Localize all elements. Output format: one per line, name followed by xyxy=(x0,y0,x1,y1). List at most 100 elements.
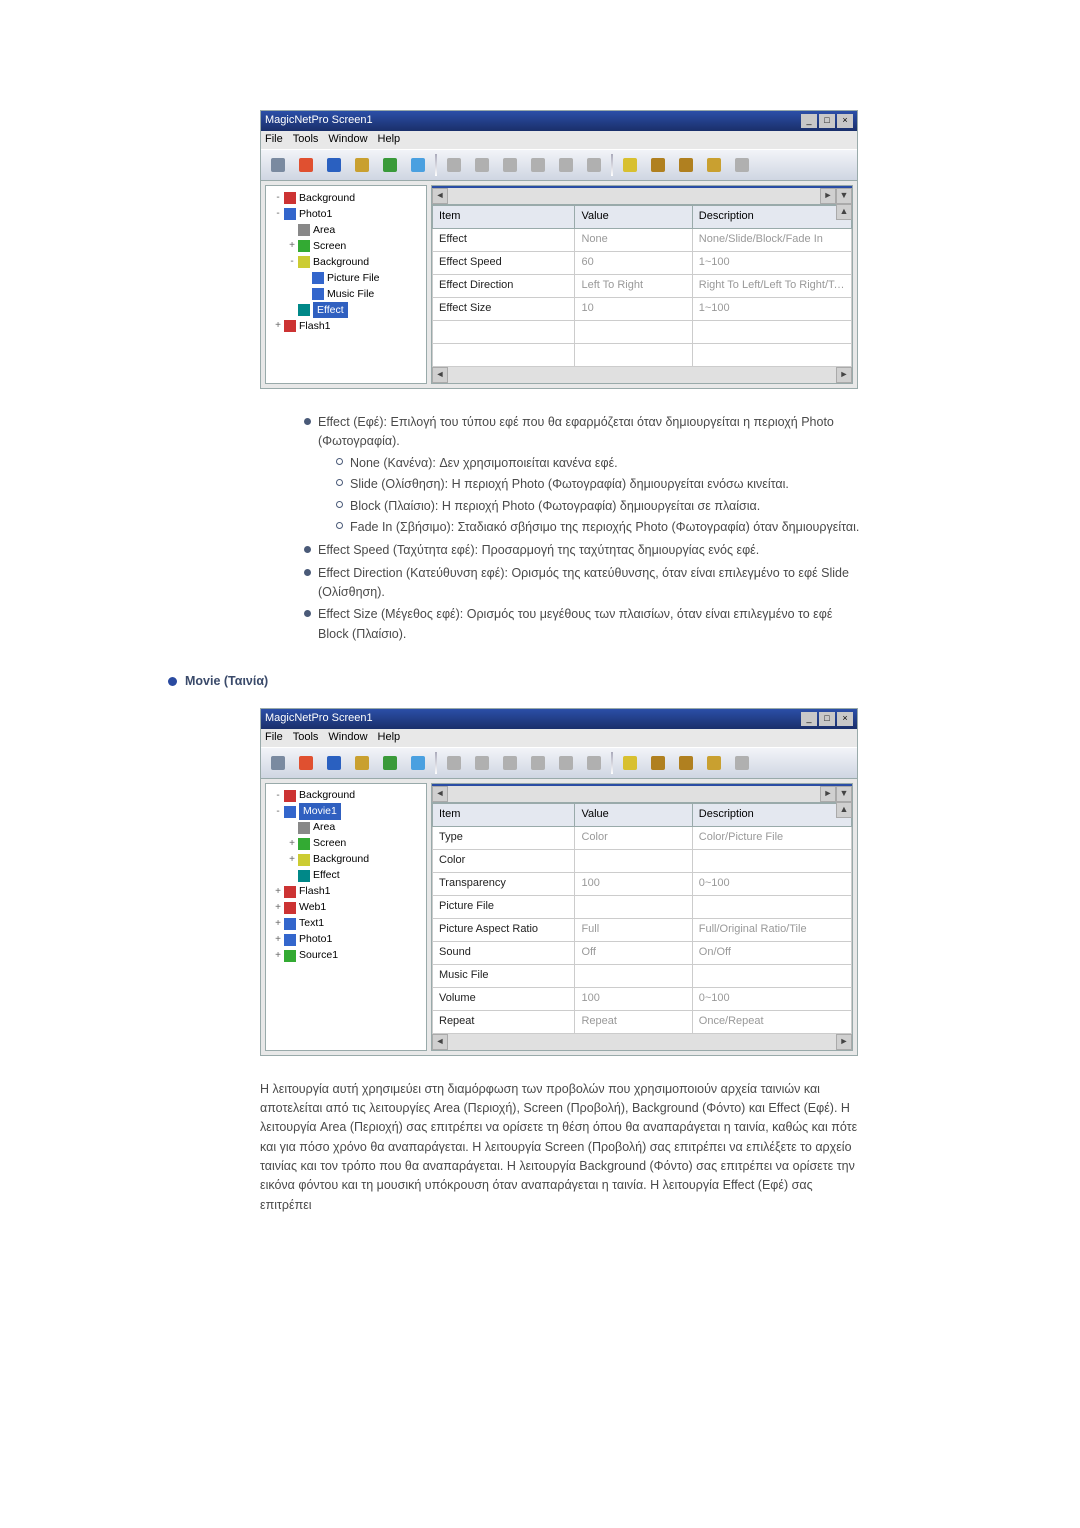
props-row[interactable]: Effect Speed601~100 xyxy=(433,252,852,275)
toolbar-button[interactable] xyxy=(527,154,549,176)
toolbar-button[interactable] xyxy=(647,752,669,774)
toolbar-button[interactable] xyxy=(471,752,493,774)
toolbar-button[interactable] xyxy=(675,752,697,774)
toolbar-button[interactable] xyxy=(295,154,317,176)
tree-label: Background xyxy=(299,190,355,206)
menu-help[interactable]: Help xyxy=(378,131,401,148)
tree-label: Flash1 xyxy=(299,318,331,334)
props-row[interactable]: Effect Size101~100 xyxy=(433,298,852,321)
menu-tools[interactable]: Tools xyxy=(293,131,319,148)
tree-item[interactable]: +Background xyxy=(268,852,424,868)
props-row[interactable]: Transparency1000~100 xyxy=(433,872,852,895)
toolbar-button[interactable] xyxy=(379,752,401,774)
menu-file[interactable]: File xyxy=(265,729,283,746)
props-row[interactable] xyxy=(433,344,852,367)
props-cell: Color xyxy=(433,849,575,872)
toolbar-button[interactable] xyxy=(675,154,697,176)
props-row[interactable]: TypeColorColor/Picture File xyxy=(433,826,852,849)
maximize-icon[interactable]: □ xyxy=(819,114,835,128)
toolbar-button[interactable] xyxy=(499,752,521,774)
props-cell: 10 xyxy=(575,298,692,321)
toolbar-button[interactable] xyxy=(583,154,605,176)
toolbar-button[interactable] xyxy=(703,154,725,176)
toolbar-button[interactable] xyxy=(295,752,317,774)
toolbar-button[interactable] xyxy=(407,752,429,774)
toolbar-button[interactable] xyxy=(555,154,577,176)
props-row[interactable]: Effect DirectionLeft To RightRight To Le… xyxy=(433,275,852,298)
tree-item[interactable]: +Web1 xyxy=(268,900,424,916)
properties-grid[interactable]: ItemValueDescriptionTypeColorColor/Pictu… xyxy=(432,802,852,1050)
titlebar: MagicNetPro Screen1 _ □ × xyxy=(261,111,857,131)
props-row[interactable]: Music File xyxy=(433,964,852,987)
tree-item[interactable]: Effect xyxy=(268,868,424,884)
props-row[interactable]: EffectNoneNone/Slide/Block/Fade In xyxy=(433,229,852,252)
props-row[interactable]: RepeatRepeatOnce/Repeat xyxy=(433,1010,852,1033)
menu-file[interactable]: File xyxy=(265,131,283,148)
tree-item[interactable]: -Background xyxy=(268,190,424,206)
tree-item[interactable]: Effect xyxy=(268,302,424,318)
toolbar-button[interactable] xyxy=(351,752,373,774)
titlebar: MagicNetPro Screen1 _ □ × xyxy=(261,709,857,729)
tree-item[interactable]: -Photo1 xyxy=(268,206,424,222)
h-scrollbar[interactable]: ◄► xyxy=(432,786,836,802)
h-scrollbar[interactable]: ◄► xyxy=(432,188,836,204)
menu-window[interactable]: Window xyxy=(328,729,367,746)
minimize-icon[interactable]: _ xyxy=(801,712,817,726)
tree-item[interactable]: Music File xyxy=(268,286,424,302)
toolbar-button[interactable] xyxy=(267,752,289,774)
props-row[interactable]: Picture File xyxy=(433,895,852,918)
toolbar-button[interactable] xyxy=(443,752,465,774)
menu-tools[interactable]: Tools xyxy=(293,729,319,746)
tree-item[interactable]: Area xyxy=(268,222,424,238)
props-cell xyxy=(692,964,851,987)
tree-item[interactable]: +Flash1 xyxy=(268,318,424,334)
toolbar-button[interactable] xyxy=(527,752,549,774)
tree-item[interactable]: -Background xyxy=(268,788,424,804)
tree-item[interactable]: Area xyxy=(268,820,424,836)
toolbar-button[interactable] xyxy=(583,752,605,774)
tree-item[interactable]: Picture File xyxy=(268,270,424,286)
toolbar-button[interactable] xyxy=(555,752,577,774)
toolbar-button[interactable] xyxy=(323,154,345,176)
toolbar-button[interactable] xyxy=(731,154,753,176)
toolbar-button[interactable] xyxy=(619,752,641,774)
toolbar-button[interactable] xyxy=(323,752,345,774)
tree-item[interactable]: +Photo1 xyxy=(268,932,424,948)
movie-description: Η λειτουργία αυτή χρησιμεύει στη διαμόρφ… xyxy=(260,1080,860,1216)
toolbar-button[interactable] xyxy=(703,752,725,774)
props-row[interactable]: Volume1000~100 xyxy=(433,987,852,1010)
tree-item[interactable]: +Screen xyxy=(268,836,424,852)
tree-item[interactable]: -Background xyxy=(268,254,424,270)
close-icon[interactable]: × xyxy=(837,114,853,128)
toolbar-button[interactable] xyxy=(619,154,641,176)
minimize-icon[interactable]: _ xyxy=(801,114,817,128)
props-row[interactable]: Picture Aspect RatioFullFull/Original Ra… xyxy=(433,918,852,941)
toolbar-button[interactable] xyxy=(647,154,669,176)
props-row[interactable]: SoundOffOn/Off xyxy=(433,941,852,964)
toolbar-button[interactable] xyxy=(407,154,429,176)
tree-item[interactable]: +Screen xyxy=(268,238,424,254)
menu-window[interactable]: Window xyxy=(328,131,367,148)
props-cell: 1~100 xyxy=(692,252,851,275)
props-row[interactable]: Color xyxy=(433,849,852,872)
tree-item[interactable]: +Flash1 xyxy=(268,884,424,900)
sidebar-tree[interactable]: -Background-Photo1Area+Screen-Background… xyxy=(265,185,427,384)
props-cell xyxy=(575,849,692,872)
toolbar-button[interactable] xyxy=(471,154,493,176)
tree-item[interactable]: +Source1 xyxy=(268,948,424,964)
menu-help[interactable]: Help xyxy=(378,729,401,746)
toolbar-button[interactable] xyxy=(443,154,465,176)
tree-icon xyxy=(284,902,296,914)
toolbar-button[interactable] xyxy=(267,154,289,176)
toolbar-button[interactable] xyxy=(731,752,753,774)
maximize-icon[interactable]: □ xyxy=(819,712,835,726)
tree-item[interactable]: +Text1 xyxy=(268,916,424,932)
close-icon[interactable]: × xyxy=(837,712,853,726)
sidebar-tree[interactable]: -Background-Movie1Area+Screen+Background… xyxy=(265,783,427,1051)
props-row[interactable] xyxy=(433,321,852,344)
tree-item[interactable]: -Movie1 xyxy=(268,804,424,820)
toolbar-button[interactable] xyxy=(499,154,521,176)
toolbar-button[interactable] xyxy=(351,154,373,176)
properties-grid[interactable]: ItemValueDescriptionEffectNoneNone/Slide… xyxy=(432,204,852,383)
toolbar-button[interactable] xyxy=(379,154,401,176)
